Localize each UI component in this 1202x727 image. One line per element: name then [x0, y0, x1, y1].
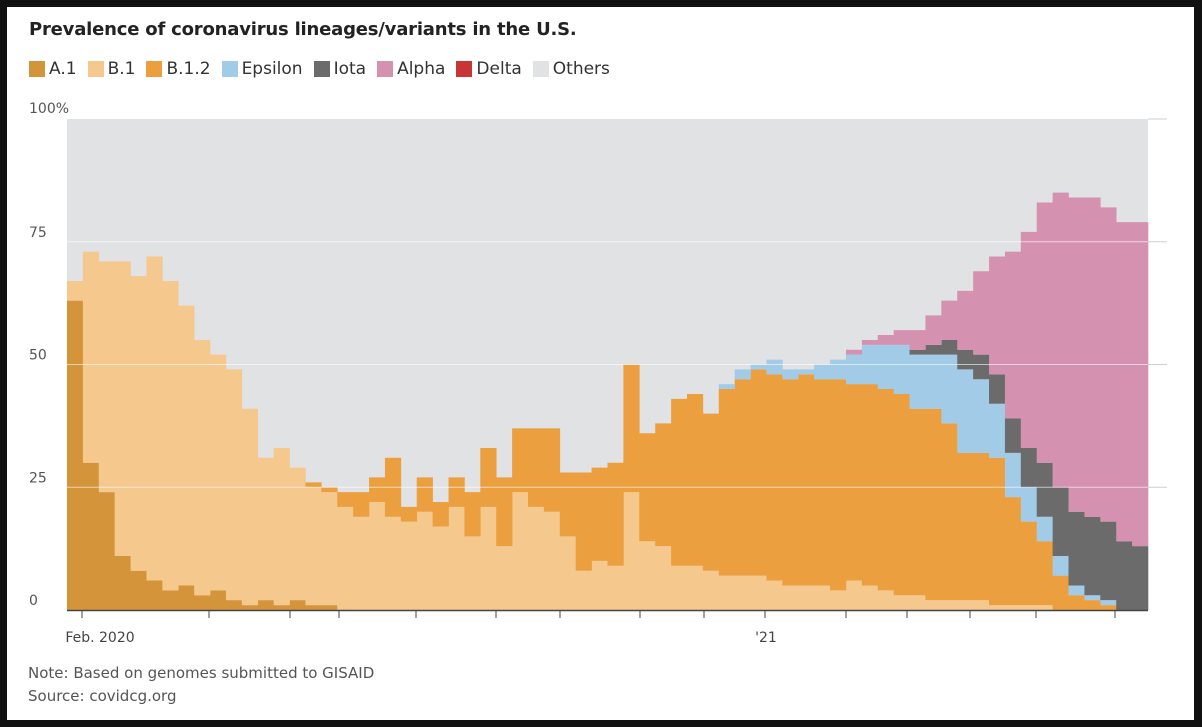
- legend-swatch: [146, 61, 163, 77]
- chart-title: Prevalence of coronavirus lineages/varia…: [29, 19, 577, 40]
- legend-label: Delta: [476, 59, 522, 79]
- legend-item: Iota: [313, 59, 367, 79]
- series-area-alpha: [845, 192, 1149, 547]
- source-text: Source: covidcg.org: [28, 687, 177, 705]
- legend-label: A.1: [49, 59, 77, 79]
- legend-label: Iota: [333, 59, 367, 79]
- legend-swatch: [29, 61, 45, 77]
- legend-item: Others: [532, 59, 610, 79]
- legend-label: Epsilon: [241, 59, 303, 79]
- y-tick-label: 0: [29, 593, 38, 609]
- legend-label: Alpha: [397, 59, 446, 79]
- chart-legend: A.1 B.1 B.1.2 Epsilon Iota Alpha Delta Others: [29, 59, 621, 79]
- legend-swatch: [532, 61, 549, 77]
- legend-swatch: [87, 61, 104, 77]
- y-tick-label: 75: [29, 225, 47, 241]
- legend-item: A.1: [29, 59, 77, 79]
- y-tick-label: 25: [29, 470, 47, 486]
- legend-swatch: [377, 61, 394, 77]
- chart-frame: Prevalence of coronavirus lineages/varia…: [7, 7, 1194, 720]
- legend-label: Others: [552, 59, 610, 79]
- legend-swatch: [456, 61, 473, 77]
- legend-swatch: [313, 61, 330, 77]
- x-tick-label: '21: [755, 630, 777, 646]
- legend-item: B.1: [87, 59, 136, 79]
- y-tick-label: 50: [29, 348, 47, 364]
- series-area-iota: [909, 339, 1149, 610]
- legend-item: Alpha: [377, 59, 445, 79]
- y-tick-label: 100%: [29, 101, 69, 117]
- series-area-a-1: [67, 300, 338, 610]
- chart-plot: 0 25 50 75 100% Feb. 2020 '21: [29, 101, 1167, 646]
- legend-swatch: [221, 61, 238, 77]
- series-area-epsilon: [718, 344, 1117, 606]
- note-text: Note: Based on genomes submitted to GISA…: [28, 664, 375, 682]
- chart-footnote: Note: Based on genomes submitted to GISA…: [28, 662, 374, 708]
- series-area-b-1: [67, 251, 1053, 610]
- x-tick-label: Feb. 2020: [65, 630, 134, 646]
- legend-item: Epsilon: [221, 59, 303, 79]
- legend-item: Delta: [456, 59, 522, 79]
- legend-label: B.1.2: [166, 59, 211, 79]
- legend-item: B.1.2: [146, 59, 211, 79]
- legend-label: B.1: [107, 59, 136, 79]
